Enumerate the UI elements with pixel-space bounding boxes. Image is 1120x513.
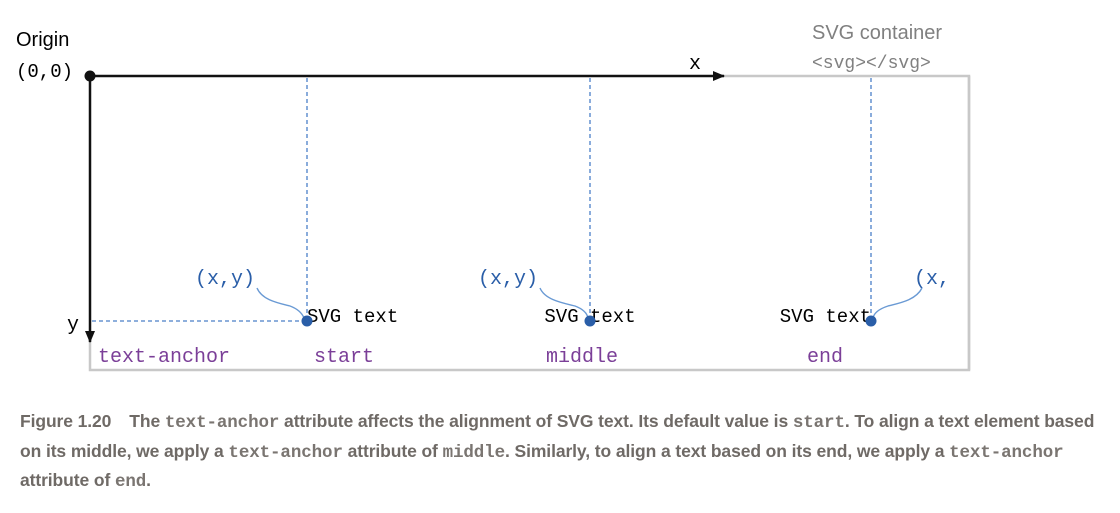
caption-text-5: . Similarly, to align a text based on it… (504, 440, 950, 461)
figure-caption: Figure 1.20 The text-anchor attribute aff… (20, 408, 1115, 497)
end-sample-text: SVG text (780, 306, 871, 328)
anchor-value-start: start (314, 346, 374, 369)
origin-dot (84, 70, 96, 82)
start-point-label: (x,y) (195, 268, 255, 291)
caption-text-2: attribute affects the alignment of SVG t… (279, 411, 793, 431)
caption-code-4: middle (442, 442, 506, 463)
start-anchor-point (301, 315, 313, 327)
caption-code-6: end (114, 472, 147, 492)
caption-text-6: attribute of (20, 470, 115, 490)
end-anchor-point (865, 315, 877, 327)
caption-text-4: attribute of (342, 440, 443, 461)
text-anchor-label: text-anchor (98, 346, 230, 369)
svg-container-title: SVG container (812, 22, 942, 44)
right-clip-mask (970, 260, 1120, 300)
svg-container-tag: <svg></svg> (812, 54, 931, 74)
figure-label: Figure 1.20 (20, 411, 112, 431)
anchor-value-end: end (807, 346, 843, 369)
end-callout-curve (872, 287, 923, 319)
text-anchor-diagram: Origin (0,0) x y SVG container <svg></sv… (16, 22, 1120, 372)
caption-text-3: . To align a text element based on its m… (20, 411, 1095, 461)
middle-anchor-point (584, 315, 596, 327)
caption-code-1: text-anchor (164, 413, 280, 433)
caption-code-2: start (792, 413, 845, 433)
caption-code-3: text-anchor (228, 442, 343, 463)
start-callout-curve (256, 287, 305, 319)
start-sample-text: SVG text (307, 306, 398, 328)
origin-coords: (0,0) (16, 61, 73, 83)
anchor-value-middle: middle (546, 346, 618, 369)
y-axis-label: y (67, 314, 79, 337)
origin-title: Origin (16, 29, 69, 51)
middle-point-label: (x,y) (478, 268, 538, 291)
caption-text-7: . (146, 470, 151, 490)
caption-code-5: text-anchor (949, 442, 1064, 463)
caption-text-1: The (129, 411, 165, 431)
middle-callout-curve (539, 287, 589, 319)
end-point-label: (x, (914, 268, 950, 291)
x-axis-label: x (689, 53, 701, 76)
